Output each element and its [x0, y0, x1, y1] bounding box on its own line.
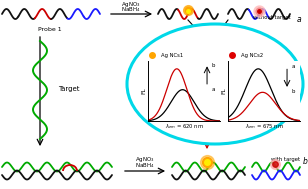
Text: with target: with target	[271, 157, 300, 162]
Ellipse shape	[127, 24, 303, 144]
Text: Target: Target	[58, 86, 79, 92]
Text: a: a	[211, 87, 215, 92]
Text: NaBH$_4$: NaBH$_4$	[121, 5, 141, 14]
Text: b: b	[211, 63, 215, 68]
Text: NaBH$_4$: NaBH$_4$	[135, 161, 155, 170]
Text: b: b	[291, 89, 295, 94]
Text: Ag NCs2: Ag NCs2	[241, 53, 263, 57]
Text: Ag NCs1: Ag NCs1	[161, 53, 183, 57]
X-axis label: $\lambda_{em}$ = 675 nm: $\lambda_{em}$ = 675 nm	[245, 122, 283, 131]
Y-axis label: FL: FL	[222, 88, 227, 94]
Text: AgNO$_3$: AgNO$_3$	[135, 155, 155, 164]
Text: a: a	[291, 64, 295, 69]
Text: Probe 1: Probe 1	[38, 27, 62, 32]
Text: without target: without target	[253, 15, 291, 20]
Text: b: b	[303, 157, 308, 166]
Text: a: a	[297, 15, 302, 24]
Text: AgNO$_3$: AgNO$_3$	[121, 0, 141, 9]
Y-axis label: FL: FL	[142, 88, 147, 94]
X-axis label: $\lambda_{em}$ = 620 nm: $\lambda_{em}$ = 620 nm	[164, 122, 203, 131]
